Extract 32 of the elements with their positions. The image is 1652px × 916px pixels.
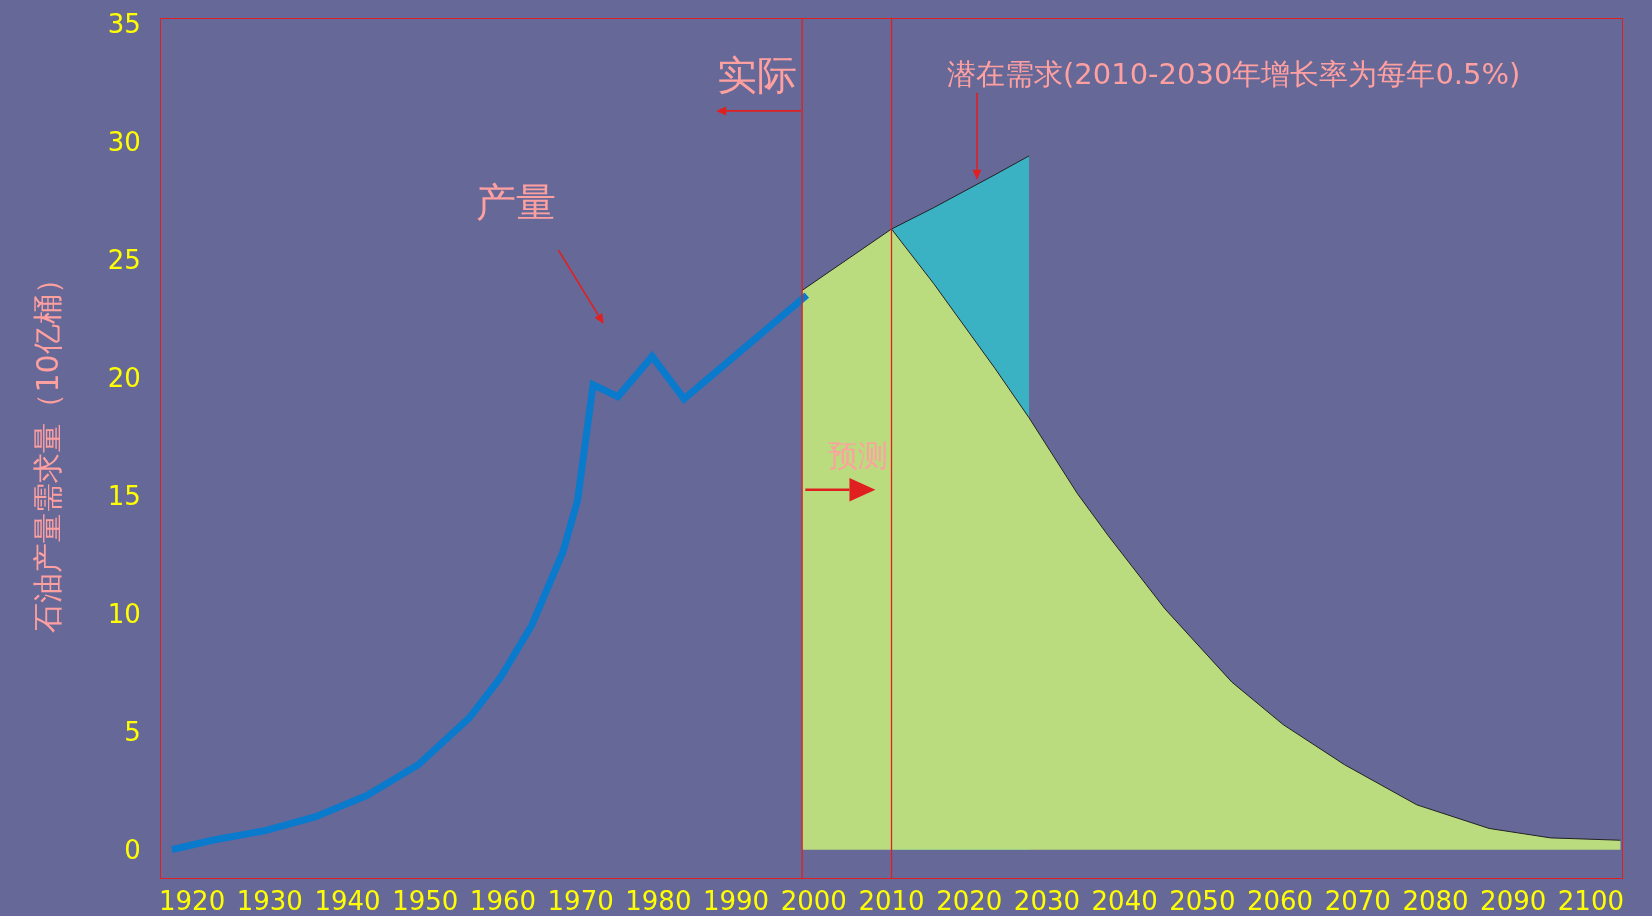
annotation: 实际 [717, 52, 797, 98]
y-tick-label: 5 [124, 716, 141, 747]
x-tick-label: 2010 [858, 886, 925, 916]
y-tick-label: 20 [107, 362, 141, 393]
x-tick-label: 1960 [469, 886, 537, 916]
x-tick-label: 2030 [1013, 886, 1081, 916]
x-tick-label: 2070 [1324, 886, 1391, 916]
x-tick-label: 2090 [1480, 886, 1547, 916]
y-tick-label: 25 [107, 244, 141, 275]
y-tick-label: 35 [107, 8, 141, 39]
y-tick-label: 10 [107, 598, 141, 629]
x-tick-label: 2100 [1557, 886, 1624, 916]
x-tick-label: 2000 [780, 886, 847, 916]
y-tick-label: 15 [107, 480, 141, 511]
x-tick-label: 2060 [1246, 886, 1314, 916]
x-tick-label: 2080 [1402, 886, 1469, 916]
x-tick-label: 1920 [159, 886, 226, 916]
y-tick-label: 30 [107, 126, 141, 157]
x-tick-label: 1930 [236, 886, 303, 916]
annotation: 潜在需求(2010-2030年增长率为每年0.5%) [947, 57, 1521, 91]
x-tick-label: 2040 [1091, 886, 1158, 916]
x-tick-label: 2050 [1169, 886, 1236, 916]
x-tick-label: 1980 [625, 886, 692, 916]
annotation: 预测 [828, 438, 888, 473]
x-tick-label: 2020 [936, 886, 1003, 916]
y-axis-title: 石油产量需求量（10亿桶） [29, 264, 65, 633]
x-tick-label: 1940 [314, 886, 381, 916]
annotation: 产量 [476, 179, 556, 225]
x-tick-label: 1970 [547, 886, 614, 916]
x-tick-label: 1990 [702, 886, 770, 916]
x-tick-label: 1950 [392, 886, 459, 916]
y-tick-label: 0 [124, 834, 141, 865]
